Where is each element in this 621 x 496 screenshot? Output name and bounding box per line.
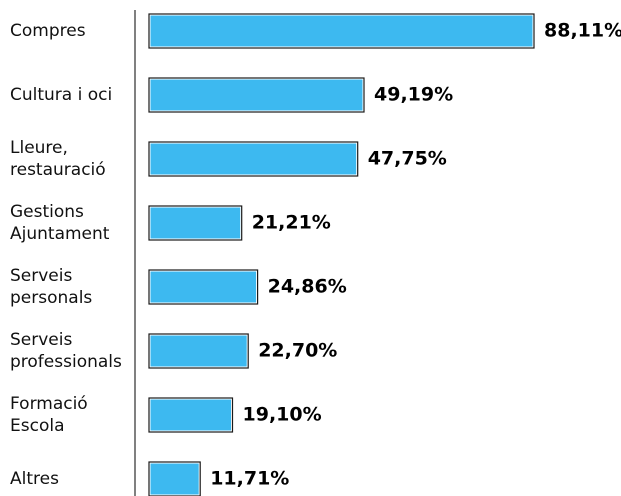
category-label: Formació (10, 394, 88, 414)
bar (150, 207, 241, 239)
value-label: 88,11% (544, 20, 621, 42)
category-label: Cultura i oci (10, 85, 112, 105)
value-label: 47,75% (368, 148, 447, 170)
bar (150, 399, 231, 431)
category-label: restauració (10, 160, 106, 180)
category-label: Compres (10, 21, 86, 41)
bar (150, 79, 363, 111)
category-label: professionals (10, 352, 122, 372)
value-label: 49,19% (374, 84, 453, 106)
category-label: Escola (10, 416, 65, 436)
bar (150, 15, 533, 47)
value-labels: 88,11% 49,19% 47,75% 21,21% 24,86% 22,70% 19,1… (210, 20, 621, 490)
value-label: 21,21% (252, 212, 331, 234)
value-label: 19,10% (243, 404, 322, 426)
bar (150, 463, 199, 495)
category-label: Lleure, (10, 138, 68, 158)
category-label: personals (10, 288, 92, 308)
category-label: Ajuntament (10, 224, 110, 244)
category-label: Gestions (10, 202, 84, 222)
bar (150, 143, 357, 175)
category-label: Serveis (10, 330, 72, 350)
bar (150, 335, 247, 367)
value-label: 22,70% (258, 340, 337, 362)
category-labels: Compres Cultura i oci Lleure,restauració Ge… (10, 21, 122, 489)
bar (150, 271, 257, 303)
category-label: Altres (10, 469, 59, 489)
value-label: 11,71% (210, 468, 289, 490)
value-label: 24,86% (268, 276, 347, 298)
category-label: Serveis (10, 266, 72, 286)
bars (148, 13, 535, 496)
